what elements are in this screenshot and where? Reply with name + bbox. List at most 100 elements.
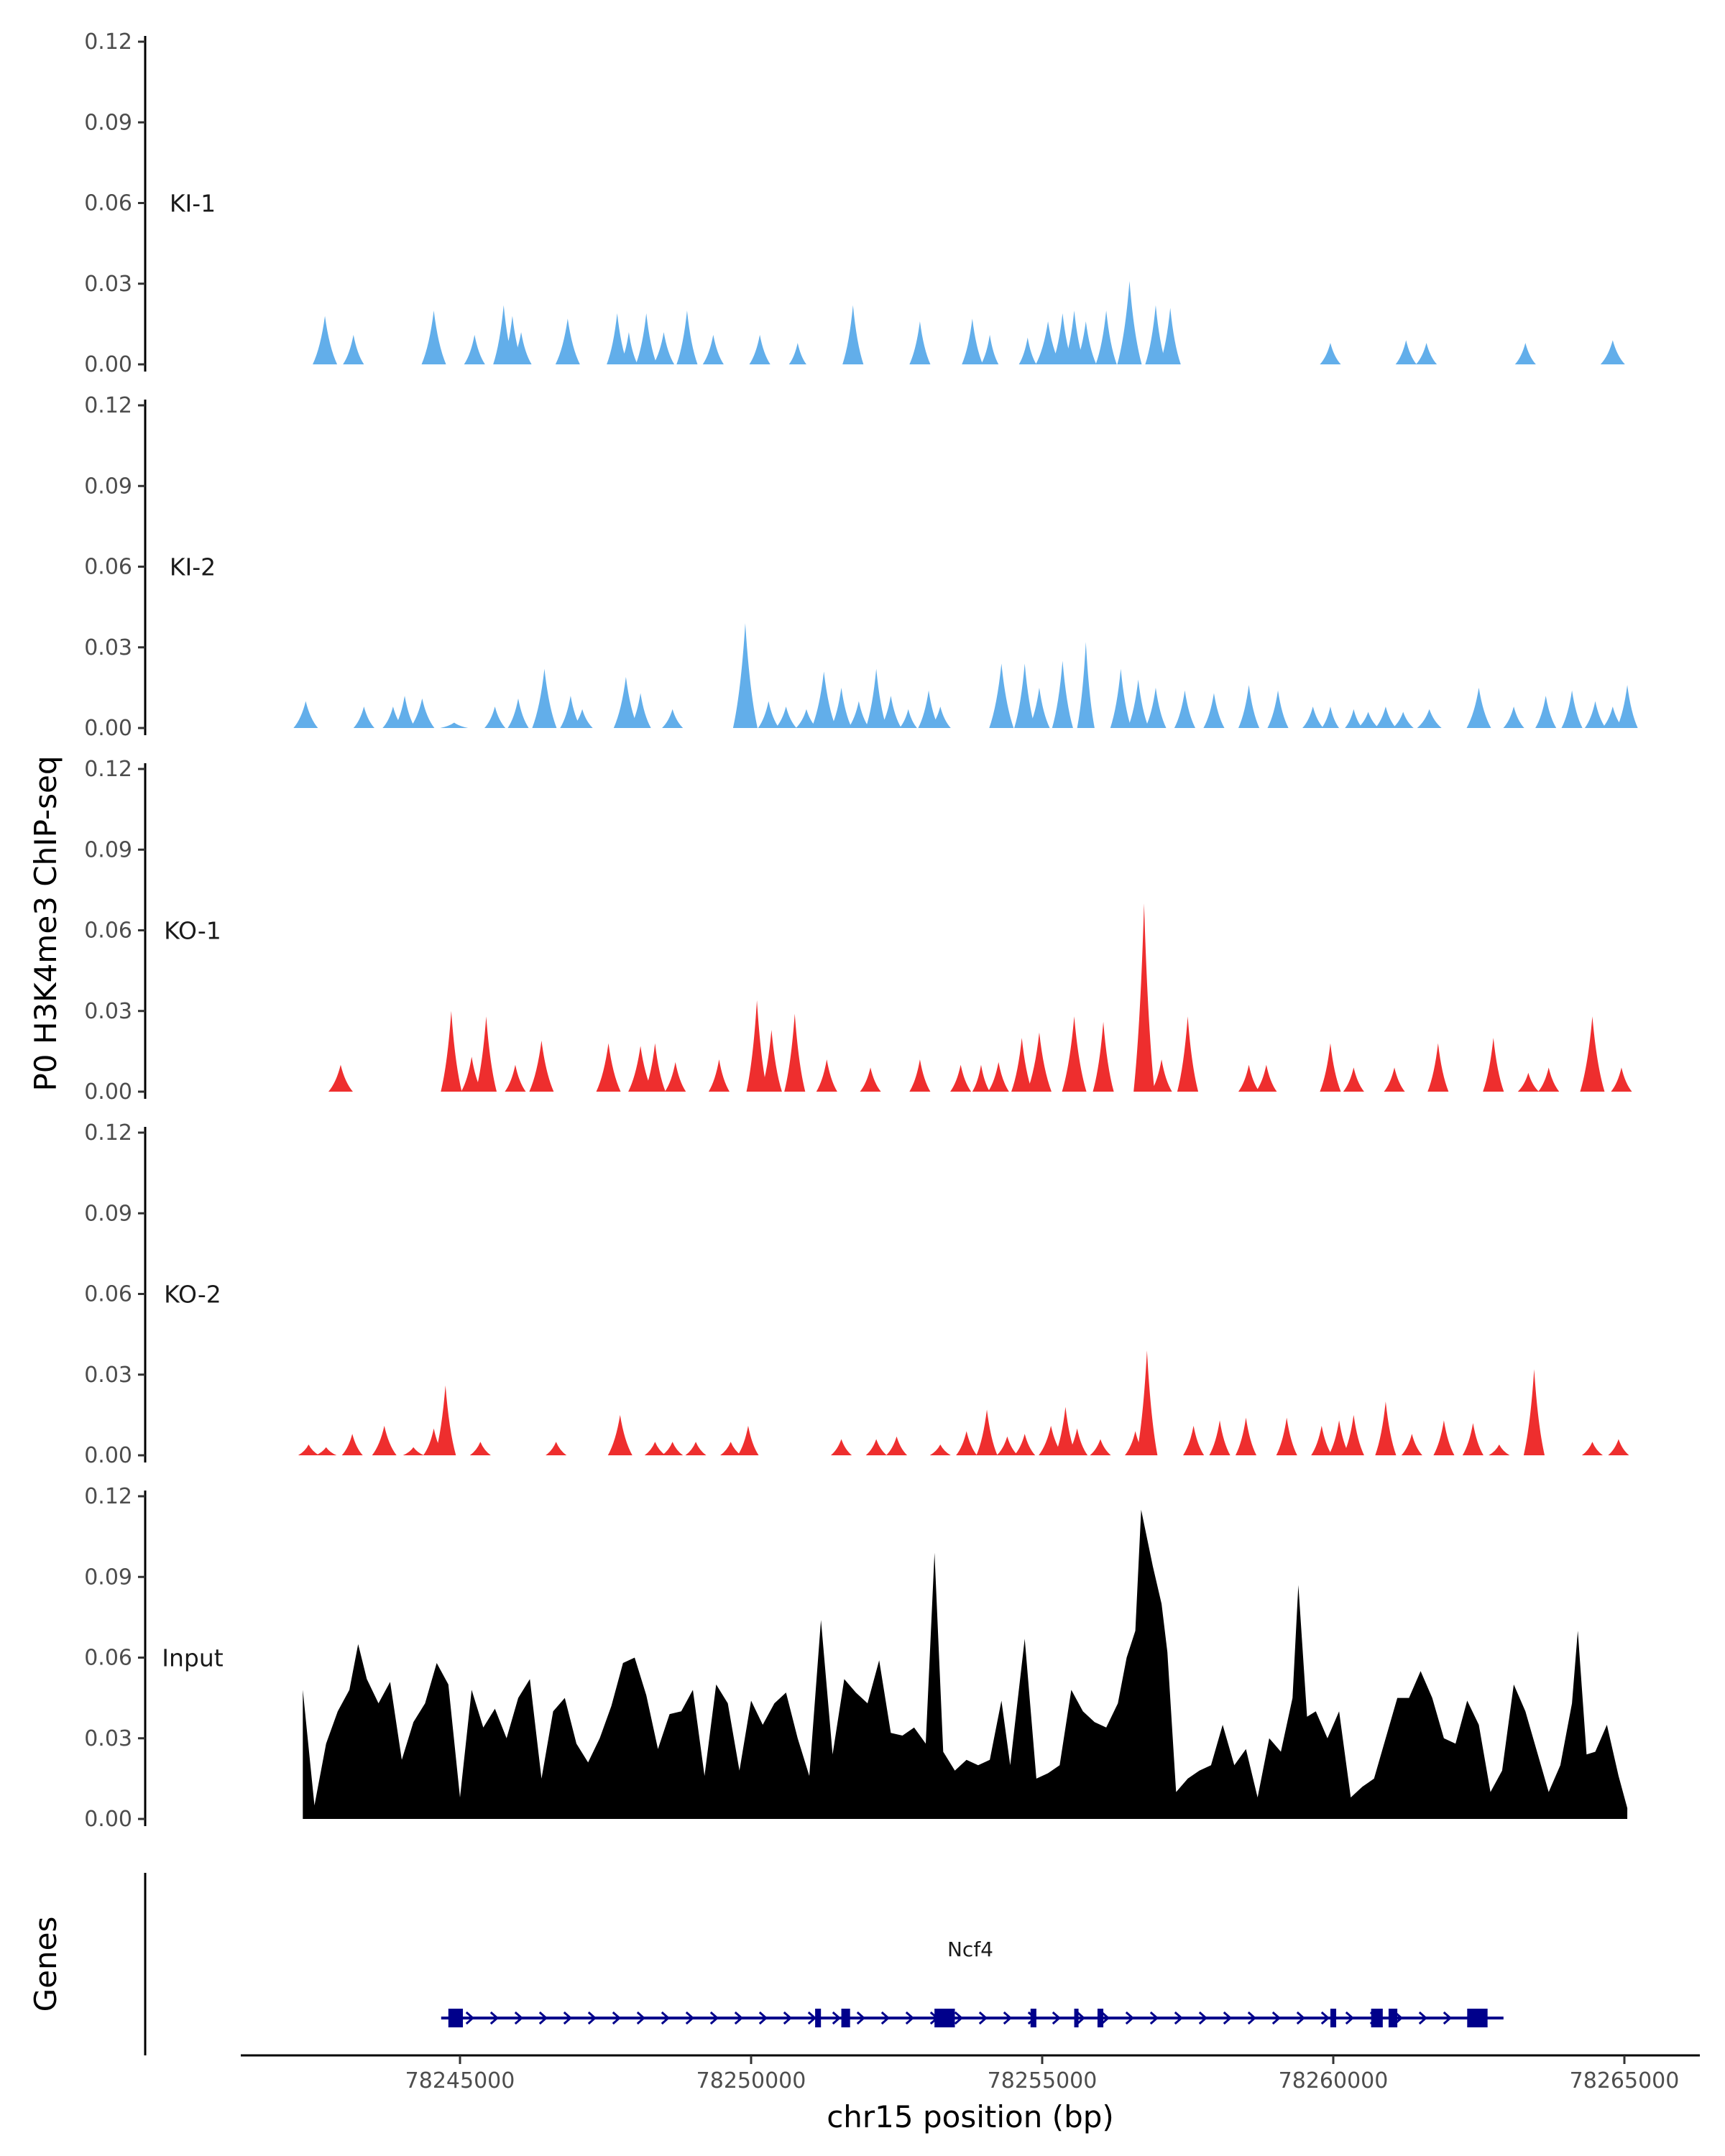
strand-arrow (1198, 2011, 1208, 2025)
signal-peak (976, 1409, 998, 1455)
signal-peak (1561, 690, 1583, 728)
y-tick-label: 0.09 (84, 837, 132, 862)
x-tick-label: 78265000 (1570, 2068, 1680, 2093)
strand-arrow (832, 2011, 842, 2025)
signal-peak (372, 1425, 397, 1455)
track-label: KI-2 (170, 553, 216, 581)
signal-peak (662, 709, 684, 728)
signal-peak (1090, 1439, 1111, 1455)
signal-peak (1538, 1067, 1560, 1092)
signal-peak (1052, 660, 1073, 728)
signal-peak (1320, 343, 1341, 364)
signal-peak (1392, 711, 1414, 728)
gene-model (441, 2009, 1504, 2027)
signal-peak (1417, 709, 1442, 728)
y-tick-label: 0.06 (84, 918, 132, 944)
signal-peak (758, 701, 779, 728)
signal-peak (644, 1442, 666, 1455)
signal-peak (1517, 1072, 1539, 1092)
gene-exon (1074, 2009, 1079, 2027)
signal-peak (899, 709, 917, 728)
signal-peak (1029, 687, 1050, 728)
y-tick-label: 0.09 (84, 1201, 132, 1226)
signal-peak (1416, 343, 1438, 364)
signal-peak (343, 334, 364, 364)
strand-arrow (685, 2011, 695, 2025)
signal-peak (644, 1043, 666, 1092)
y-tick-label: 0.03 (84, 999, 132, 1024)
x-tick-label: 78255000 (988, 2068, 1098, 2093)
y-tick-label: 0.09 (84, 1565, 132, 1590)
gene-exon (934, 2009, 955, 2027)
y-tick-label: 0.12 (84, 393, 132, 418)
y-tick-label: 0.03 (84, 272, 132, 297)
signal-peak (341, 1434, 363, 1455)
y-tick-label: 0.06 (84, 1646, 132, 1671)
track-label: KI-1 (170, 190, 216, 218)
signal-peak (749, 334, 770, 364)
signal-peak (860, 1067, 881, 1092)
y-tick-label: 0.03 (84, 635, 132, 660)
signal-peak (1503, 706, 1524, 728)
x-tick-label: 78245000 (405, 2068, 515, 2093)
signal-peak (1375, 706, 1397, 728)
signal-peak (886, 1436, 908, 1455)
signal-peak (1584, 701, 1606, 728)
signal-peak (880, 696, 901, 728)
y-tick-label: 0.09 (84, 110, 132, 135)
strand-arrow (905, 2011, 915, 2025)
x-axis: chr15 position (bp) 78245000 78250000 7825… (241, 2054, 1700, 2134)
signal-peak (1136, 1350, 1158, 1455)
signal-peak (830, 1439, 852, 1455)
strand-arrow (489, 2011, 500, 2025)
signal-peak (560, 696, 581, 728)
y-tick-label: 0.00 (84, 1079, 132, 1105)
y-tick-label: 0.12 (84, 1484, 132, 1509)
signal-peak (1062, 1016, 1087, 1092)
genes-axis-title: Genes (28, 1917, 63, 2012)
signal-peak (1151, 1059, 1172, 1092)
x-axis-title: chr15 position (bp) (827, 2099, 1114, 2134)
signal-peak (435, 1385, 456, 1455)
signal-peak (402, 1447, 424, 1455)
signal-peak (784, 1013, 806, 1092)
signal-peak (1095, 310, 1117, 364)
signal-peak (796, 709, 817, 728)
strand-arrow (1271, 2011, 1282, 2025)
signal-peak (1054, 1406, 1076, 1455)
signal-peak (685, 1442, 707, 1455)
signal-peak (596, 1043, 621, 1092)
signal-peak (630, 693, 651, 728)
strand-arrow (514, 2011, 524, 2025)
strand-arrow (709, 2011, 719, 2025)
signal-peak (313, 315, 338, 364)
signal-peak (816, 1059, 837, 1092)
y-tick-label: 0.06 (84, 1282, 132, 1307)
signal-peak (546, 1442, 567, 1455)
signal-peak (298, 1445, 319, 1455)
signal-peak (1026, 1032, 1052, 1092)
gene-exon (815, 2009, 822, 2027)
gene-label: Ncf4 (947, 1938, 993, 1961)
signal-peak (1401, 1434, 1422, 1455)
signal-peak (484, 706, 506, 728)
signal-peak (1203, 693, 1225, 728)
y-tick-label: 0.12 (84, 1120, 132, 1146)
signal-peak (1600, 340, 1625, 364)
strand-arrow (856, 2011, 866, 2025)
signal-peak (1358, 711, 1379, 728)
signal-area (303, 1509, 1628, 1819)
signal-peak (635, 313, 657, 364)
signal-peak (1611, 1067, 1632, 1092)
gene-exon (448, 2009, 464, 2027)
y-tick-label: 0.12 (84, 29, 132, 55)
signal-peak (571, 709, 593, 728)
signal-peak (1238, 685, 1260, 728)
signal-peak (1018, 337, 1036, 364)
genes-panel: Genes Ncf4 (28, 1873, 1504, 2055)
y-tick-label: 0.09 (84, 474, 132, 499)
signal-peak (441, 1010, 462, 1092)
signal-peak (1110, 668, 1131, 728)
signal-peak (1311, 1425, 1333, 1455)
